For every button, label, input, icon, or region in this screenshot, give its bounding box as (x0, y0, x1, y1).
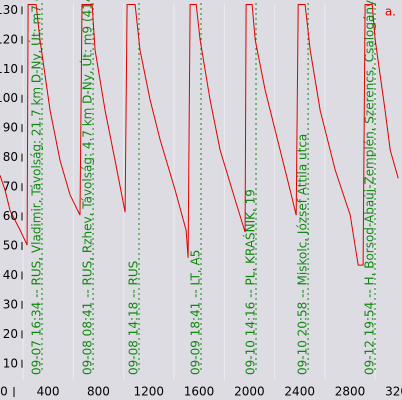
x-tick-label: 1600 (184, 385, 215, 399)
y-tick-label: 110 (0, 62, 18, 76)
event-label: 09-10 20:58 -- Miskolc, József Attila ut… (296, 134, 310, 375)
x-tick-label: 2400 (284, 385, 315, 399)
x-tick-label: 2800 (335, 385, 366, 399)
data-line (0, 4, 399, 266)
event-label: 09-08 08:41 -- RUS, Rzhev, Távolság: 4.7… (80, 0, 95, 375)
y-tick-label: 100 (0, 91, 18, 105)
event-label: 09-12 19:54 -- H, Borsod-Abaúj-Zemplén, … (363, 0, 377, 375)
y-tick-label: 70 (3, 180, 18, 194)
event-label: 09-09 18:41 -- LT, A5 (189, 250, 203, 375)
x-tick-label: 0 (0, 385, 8, 399)
x-tick-label: 1200 (133, 385, 164, 399)
y-tick-label: 20 (3, 327, 18, 341)
y-tick-label: 90 (3, 121, 18, 135)
event-label: 09-10 14:16 -- PL, KRAŚNIK, 19 (243, 189, 258, 375)
y-tick-label: 10 (3, 356, 18, 370)
y-tick-label: 60 (3, 209, 18, 223)
x-tick-label: 2000 (234, 385, 265, 399)
event-label: 09-08 14:18 -- RUS (127, 261, 141, 375)
y-tick-label: 40 (3, 268, 18, 282)
y-tick-label: 120 (0, 32, 18, 46)
y-tick-label: 50 (3, 238, 18, 252)
x-tick-label: 3200 (385, 385, 402, 399)
event-label: 09-07 16:34 -- RUS, Vladimir, Távolság: … (28, 0, 43, 375)
chart-title: a. (385, 5, 396, 19)
x-tick-label: 800 (87, 385, 110, 399)
y-tick-label: 80 (3, 150, 18, 164)
y-tick-label: 130 (0, 3, 18, 17)
x-tick-label: 400 (37, 385, 60, 399)
y-tick-label: 30 (3, 297, 18, 311)
